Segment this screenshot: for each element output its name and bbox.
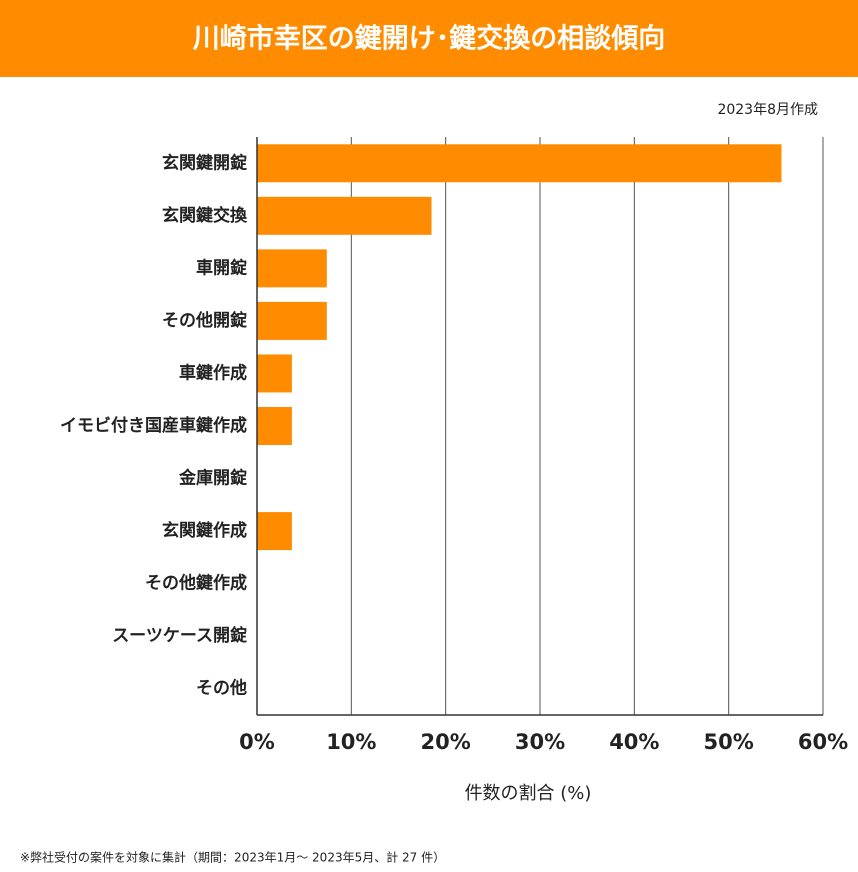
- bar: [257, 354, 292, 393]
- bar: [257, 196, 432, 235]
- y-tick-label: その他鍵作成: [145, 573, 247, 594]
- bar: [257, 144, 782, 183]
- x-tick-label: 0%: [239, 730, 275, 754]
- x-axis-label: 件数の割合 (%): [465, 783, 592, 804]
- chart-title: 川崎市幸区の鍵開け･鍵交換の相談傾向: [193, 23, 666, 55]
- x-tick-label: 10%: [326, 730, 376, 754]
- x-tick-label: 20%: [421, 730, 471, 754]
- y-tick-label: その他: [196, 678, 247, 699]
- bar: [257, 301, 327, 340]
- y-tick-label: 玄関鍵作成: [162, 520, 247, 541]
- x-tick-label: 60%: [798, 730, 848, 754]
- bar: [257, 512, 292, 551]
- y-tick-label: 車鍵作成: [179, 362, 247, 383]
- y-tick-label: 金庫開錠: [178, 468, 247, 489]
- x-tick-label: 50%: [704, 730, 754, 754]
- y-tick-label: イモビ付き国産車鍵作成: [60, 415, 247, 436]
- y-tick-label: 玄関鍵交換: [162, 205, 248, 226]
- subtitle: 2023年8月作成: [717, 102, 818, 118]
- x-tick-label: 30%: [515, 730, 565, 754]
- y-tick-label: 玄関鍵開錠: [162, 152, 247, 173]
- footnote: ※弊社受付の案件を対象に集計（期間：2023年1月～ 2023年5月、計 27 …: [20, 850, 445, 865]
- y-tick-label: その他開錠: [162, 310, 247, 331]
- bar: [257, 249, 327, 288]
- header-band: [0, 0, 858, 77]
- y-tick-label: スーツケース開錠: [112, 625, 247, 646]
- y-tick-label: 車開錠: [196, 257, 247, 278]
- bar: [257, 407, 292, 445]
- x-tick-label: 40%: [609, 730, 659, 754]
